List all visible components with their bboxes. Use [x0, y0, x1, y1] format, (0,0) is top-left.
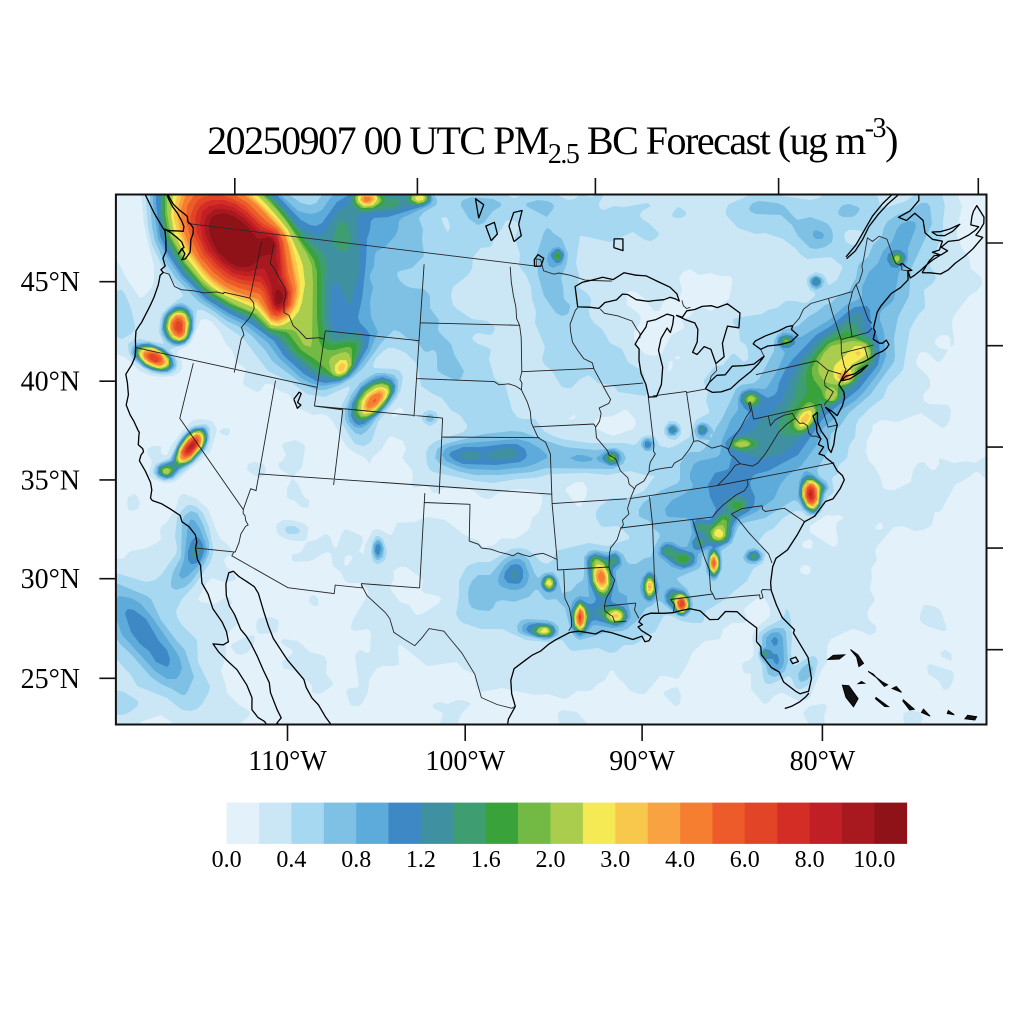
- svg-text:30°N: 30°N: [21, 564, 80, 595]
- svg-text:8.0: 8.0: [795, 847, 825, 873]
- svg-text:110°W: 110°W: [248, 746, 327, 777]
- svg-text:0.8: 0.8: [341, 847, 371, 873]
- svg-text:0.0: 0.0: [212, 847, 242, 873]
- svg-text:35°N: 35°N: [21, 465, 80, 496]
- svg-text:10.0: 10.0: [853, 847, 895, 873]
- svg-text:45°N: 45°N: [21, 267, 80, 298]
- svg-text:1.6: 1.6: [471, 847, 501, 873]
- svg-text:2.0: 2.0: [536, 847, 566, 873]
- svg-text:3.0: 3.0: [600, 847, 630, 873]
- svg-text:4.0: 4.0: [665, 847, 695, 873]
- svg-text:80°W: 80°W: [790, 746, 856, 777]
- svg-text:0.4: 0.4: [276, 847, 306, 873]
- svg-text:1.2: 1.2: [406, 847, 436, 873]
- svg-text:40°N: 40°N: [21, 367, 80, 398]
- svg-text:6.0: 6.0: [730, 847, 760, 873]
- svg-text:25°N: 25°N: [21, 664, 80, 695]
- svg-text:100°W: 100°W: [425, 746, 505, 777]
- svg-text:90°W: 90°W: [609, 746, 675, 777]
